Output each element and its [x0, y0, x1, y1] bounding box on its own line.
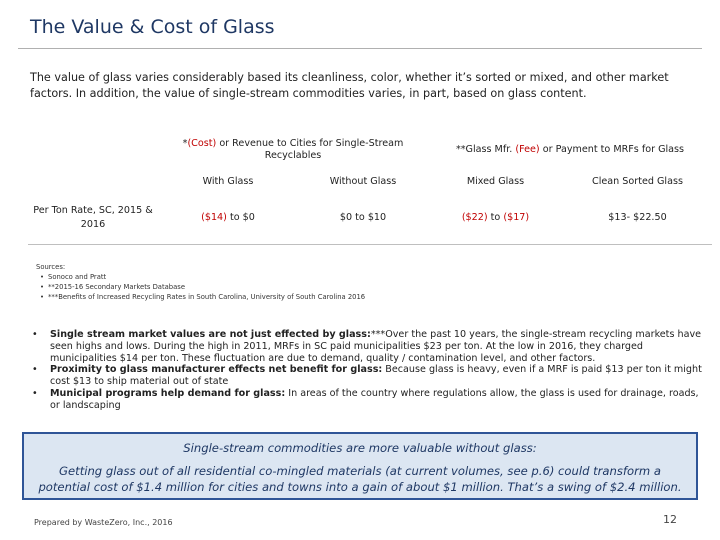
row-label: Per Ton Rate, SC, 2015 & 2016 [33, 204, 153, 230]
page-number: 12 [663, 513, 677, 526]
table-column-header-row: With Glass Without Glass Mixed Glass Cle… [28, 170, 712, 192]
list-item: Proximity to glass manufacturer effects … [30, 364, 702, 388]
summary-callout: Single-stream commodities are more valua… [22, 432, 698, 500]
source-item: Sonoco and Pratt [36, 272, 365, 282]
source-item: **2015-16 Secondary Markets Database [36, 282, 365, 292]
fee-label: (Fee) [515, 144, 540, 155]
col-header-clean-sorted-glass: Clean Sorted Glass [592, 175, 683, 187]
col-header-without-glass: Without Glass [329, 175, 397, 187]
value-table: *(Cost) or Revenue to Cities for Single-… [28, 130, 712, 250]
table-corner [28, 130, 158, 170]
list-item: Single stream market values are not just… [30, 329, 702, 364]
sources-heading: Sources: [36, 263, 66, 271]
cost-label: (Cost) [187, 138, 217, 149]
col-header-with-glass: With Glass [202, 175, 254, 187]
intro-paragraph: The value of glass varies considerably b… [30, 71, 669, 100]
title-divider [18, 48, 702, 49]
cell-clean-sorted-glass: $13- $22.50 [608, 212, 667, 224]
table-group-header-row: *(Cost) or Revenue to Cities for Single-… [28, 130, 712, 170]
list-item: Municipal programs help demand for glass… [30, 388, 702, 412]
sources-list: Sonoco and Pratt **2015-16 Secondary Mar… [36, 272, 365, 302]
table-row: Per Ton Rate, SC, 2015 & 2016 ($14) to $… [28, 192, 712, 244]
cell-without-glass: $0 to $10 [339, 212, 387, 224]
footer-credit: Prepared by WasteZero, Inc., 2016 [34, 518, 173, 527]
sources-block: Sources: Sonoco and Pratt **2015-16 Seco… [36, 262, 365, 302]
source-item: ***Benefits of Increased Recycling Rates… [36, 292, 365, 302]
cell-mixed-glass: ($22) to ($17) [461, 212, 530, 224]
callout-heading: Single-stream commodities are more valua… [183, 441, 537, 455]
group-header-mrfs: **Glass Mfr. (Fee) or Payment to MRFs fo… [455, 144, 685, 155]
table-bottom-rule [28, 243, 712, 250]
group-header-cities: *(Cost) or Revenue to Cities for Single-… [182, 138, 404, 161]
key-points-list: Single stream market values are not just… [30, 329, 702, 412]
callout-body: Getting glass out of all residential co-… [38, 464, 682, 494]
cell-with-glass: ($14) to $0 [201, 212, 255, 224]
col-header-mixed-glass: Mixed Glass [466, 175, 525, 187]
page-title: The Value & Cost of Glass [30, 16, 275, 38]
